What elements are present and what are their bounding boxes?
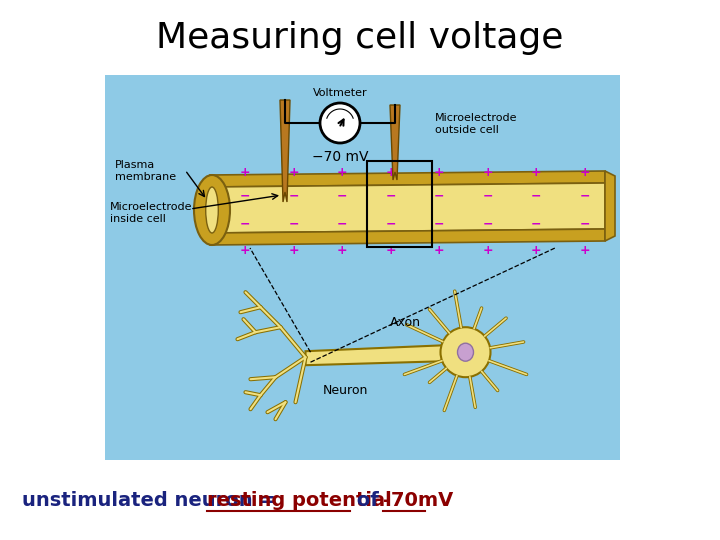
Polygon shape bbox=[605, 171, 615, 241]
Text: +: + bbox=[531, 244, 541, 256]
Ellipse shape bbox=[194, 175, 230, 245]
Text: +: + bbox=[385, 166, 396, 179]
Text: Plasma
membrane: Plasma membrane bbox=[115, 160, 176, 181]
Text: +: + bbox=[580, 244, 590, 256]
Text: -70mV: -70mV bbox=[383, 490, 454, 510]
Text: Axon: Axon bbox=[390, 316, 421, 329]
Text: −: − bbox=[240, 218, 251, 231]
Text: +: + bbox=[288, 166, 299, 179]
Text: Neuron: Neuron bbox=[323, 384, 368, 397]
Text: +: + bbox=[482, 244, 493, 256]
Text: +: + bbox=[531, 166, 541, 179]
Text: Voltmeter: Voltmeter bbox=[312, 88, 367, 98]
Text: unstimulated neuron =: unstimulated neuron = bbox=[22, 490, 283, 510]
Polygon shape bbox=[210, 171, 605, 187]
Text: −: − bbox=[288, 218, 299, 231]
Text: +: + bbox=[337, 166, 348, 179]
Text: +: + bbox=[288, 244, 299, 256]
Text: +: + bbox=[580, 166, 590, 179]
Text: −: − bbox=[580, 218, 590, 231]
Text: Microelectrode
outside cell: Microelectrode outside cell bbox=[435, 113, 518, 134]
Text: of: of bbox=[350, 490, 385, 510]
Text: +: + bbox=[434, 166, 444, 179]
Text: Microelectrode
inside cell: Microelectrode inside cell bbox=[110, 202, 192, 224]
Polygon shape bbox=[280, 100, 290, 202]
Bar bbox=[105, 75, 620, 460]
Polygon shape bbox=[210, 183, 605, 233]
Text: −: − bbox=[240, 190, 251, 202]
Text: +: + bbox=[482, 166, 493, 179]
Circle shape bbox=[441, 327, 490, 377]
Text: −: − bbox=[385, 218, 396, 231]
Text: −70 mV: −70 mV bbox=[312, 150, 368, 164]
Text: +: + bbox=[434, 244, 444, 256]
Text: −: − bbox=[337, 218, 347, 231]
Text: +: + bbox=[240, 244, 251, 256]
Text: −: − bbox=[385, 190, 396, 202]
Text: +: + bbox=[337, 244, 348, 256]
Text: −: − bbox=[434, 218, 444, 231]
Text: resting potential: resting potential bbox=[207, 490, 392, 510]
Text: +: + bbox=[240, 166, 251, 179]
Text: −: − bbox=[531, 218, 541, 231]
Polygon shape bbox=[210, 229, 605, 245]
Text: +: + bbox=[385, 244, 396, 256]
Ellipse shape bbox=[457, 343, 474, 361]
Text: −: − bbox=[531, 190, 541, 202]
Bar bbox=[367, 161, 432, 247]
Text: −: − bbox=[482, 190, 493, 202]
Text: Measuring cell voltage: Measuring cell voltage bbox=[156, 21, 564, 55]
Text: −: − bbox=[580, 190, 590, 202]
Text: −: − bbox=[337, 190, 347, 202]
Text: −: − bbox=[288, 190, 299, 202]
Text: −: − bbox=[482, 218, 493, 231]
Polygon shape bbox=[305, 345, 446, 365]
Text: −: − bbox=[434, 190, 444, 202]
Polygon shape bbox=[390, 105, 400, 180]
Circle shape bbox=[320, 103, 360, 143]
Ellipse shape bbox=[206, 187, 218, 233]
